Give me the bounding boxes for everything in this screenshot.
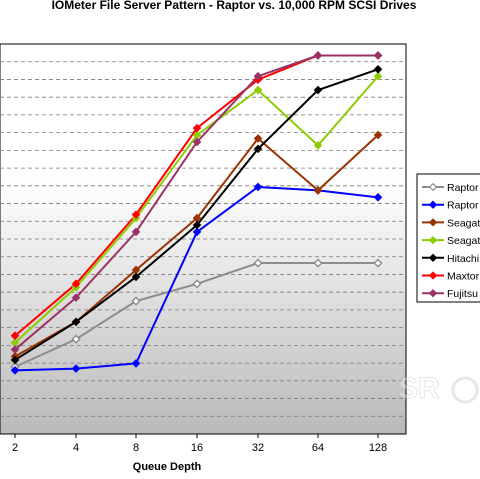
data-point bbox=[10, 355, 20, 365]
data-point bbox=[373, 258, 383, 268]
legend-entry: Fujitsu bbox=[447, 288, 478, 300]
data-point bbox=[192, 123, 202, 133]
legend-marker bbox=[428, 218, 438, 227]
data-point bbox=[192, 137, 202, 147]
legend-entry: Maxtor bbox=[447, 271, 480, 283]
legend-box bbox=[416, 173, 480, 303]
watermark-logo: SR bbox=[398, 372, 479, 406]
legend-marker bbox=[428, 182, 438, 192]
data-point bbox=[71, 317, 81, 327]
data-point bbox=[373, 193, 383, 202]
data-point bbox=[71, 364, 81, 373]
data-point bbox=[313, 141, 323, 150]
data-point bbox=[253, 71, 263, 81]
x-tick-label: 4 bbox=[73, 442, 79, 454]
legend: Raptor Raptor Seagat Seagat Hitachi Maxtor Fuj… bbox=[416, 173, 480, 303]
data-point bbox=[131, 296, 141, 306]
data-point bbox=[192, 227, 202, 237]
data-point bbox=[131, 272, 141, 282]
legend-entry: Raptor bbox=[447, 182, 479, 194]
legend-marker bbox=[428, 235, 438, 245]
data-point bbox=[373, 51, 383, 60]
data-point bbox=[10, 331, 20, 341]
data-point bbox=[131, 210, 141, 219]
legend-entry: Raptor bbox=[447, 200, 479, 212]
legend-marker bbox=[428, 289, 438, 298]
svg-text:SR: SR bbox=[398, 372, 440, 405]
grid-lines bbox=[0, 61, 406, 417]
x-tick-label: 16 bbox=[191, 442, 203, 454]
data-point bbox=[253, 134, 263, 143]
data-point bbox=[253, 182, 263, 192]
data-point bbox=[373, 71, 383, 81]
legend-entry: Seagat bbox=[447, 235, 480, 247]
data-point bbox=[253, 144, 263, 154]
data-point bbox=[71, 279, 81, 289]
legend-entry: Seagat bbox=[447, 217, 480, 229]
data-point bbox=[10, 345, 20, 354]
data-point bbox=[373, 130, 383, 140]
x-tick-label: 8 bbox=[133, 442, 139, 454]
series-markers bbox=[10, 51, 383, 375]
data-point bbox=[313, 186, 323, 195]
x-tick-label: 2 bbox=[12, 442, 18, 454]
chart-title: IOMeter File Server Pattern - Raptor vs.… bbox=[52, 0, 417, 12]
data-point bbox=[192, 220, 202, 230]
x-tick-label: 32 bbox=[252, 442, 264, 454]
data-point bbox=[253, 258, 263, 268]
legend-marker bbox=[428, 271, 438, 280]
data-point bbox=[192, 279, 202, 289]
x-axis-label: Queue Depth bbox=[133, 461, 202, 473]
data-point bbox=[10, 366, 20, 375]
legend-entry: Hitachi bbox=[447, 253, 479, 265]
x-axis-ticks: 2 4 8 16 32 64 128 bbox=[12, 434, 387, 454]
data-point bbox=[71, 334, 81, 344]
data-point bbox=[313, 51, 323, 60]
legend-marker bbox=[428, 253, 438, 262]
data-point bbox=[373, 64, 383, 74]
legend-marker bbox=[428, 200, 438, 209]
x-tick-label: 64 bbox=[312, 442, 324, 454]
data-point bbox=[313, 258, 323, 268]
data-point bbox=[313, 85, 323, 95]
data-point bbox=[131, 359, 141, 368]
data-point bbox=[131, 227, 141, 237]
data-point bbox=[253, 85, 263, 95]
data-point bbox=[71, 293, 81, 302]
x-tick-label: 128 bbox=[369, 442, 387, 454]
